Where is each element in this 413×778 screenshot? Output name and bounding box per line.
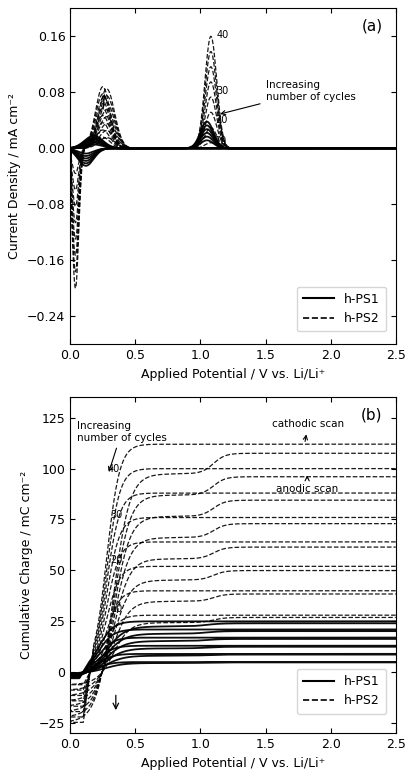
Y-axis label: Current Density / mA cm⁻²: Current Density / mA cm⁻² <box>8 93 21 259</box>
Text: 30: 30 <box>110 510 123 520</box>
Text: (a): (a) <box>361 19 382 33</box>
Text: Increasing
number of cycles: Increasing number of cycles <box>76 421 166 471</box>
Text: (b): (b) <box>360 408 382 422</box>
Y-axis label: Cumulative Charge / mC cm⁻²: Cumulative Charge / mC cm⁻² <box>20 471 33 660</box>
X-axis label: Applied Potential / V vs. Li/Li⁺: Applied Potential / V vs. Li/Li⁺ <box>140 757 324 769</box>
X-axis label: Applied Potential / V vs. Li/Li⁺: Applied Potential / V vs. Li/Li⁺ <box>140 368 324 380</box>
Text: anodic scan: anodic scan <box>275 477 337 494</box>
Text: 20: 20 <box>110 555 123 565</box>
Legend: h-PS1, h-PS2: h-PS1, h-PS2 <box>296 286 385 331</box>
Text: 40: 40 <box>108 464 120 474</box>
Text: 20: 20 <box>214 115 227 125</box>
Text: cathodic scan: cathodic scan <box>271 419 343 441</box>
Text: Increasing
number of cycles: Increasing number of cycles <box>221 80 354 114</box>
Text: 10: 10 <box>214 136 226 146</box>
Text: 40: 40 <box>216 30 228 40</box>
Text: 10: 10 <box>110 604 123 614</box>
Legend: h-PS1, h-PS2: h-PS1, h-PS2 <box>296 669 385 713</box>
Text: 30: 30 <box>216 86 228 96</box>
